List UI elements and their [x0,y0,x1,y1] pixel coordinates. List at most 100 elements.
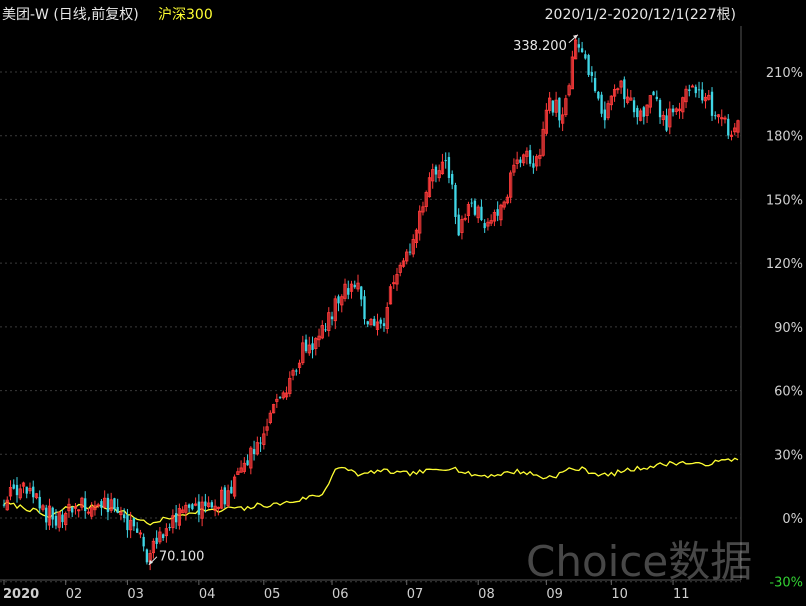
candle-body [291,370,295,376]
annotations: 338.200 70.100 [148,34,579,566]
candle-body [356,282,360,290]
candle-body [230,486,233,494]
candle-body [681,97,685,113]
max-arrow-head [572,34,578,39]
x-tick-label: 05 [264,587,281,602]
candle-body [658,99,662,118]
candle-body [116,507,119,513]
x-tick-label: 06 [332,587,349,602]
candle-body [265,426,269,431]
candle-body [652,91,655,96]
candle-body [210,502,214,508]
candle-body [694,86,697,94]
x-tick-label: 2020 [3,587,39,602]
candle-body [64,512,68,526]
candle-body [587,55,590,75]
y-axis-ticks: 210% 180% 150% 120% 90% 60% 30% 0% -30% [766,66,803,591]
candle-body [304,339,308,352]
candle-body [489,220,493,224]
candle-body [525,150,529,157]
candle-body [373,318,376,326]
candle-body [126,515,129,531]
benchmark-legend: 沪深300 [158,7,213,23]
candle-body [232,476,237,497]
candle-body [327,312,331,332]
candle-body [226,490,230,506]
candle-body [424,192,428,207]
candle-body [38,496,41,509]
candle-body [727,118,730,136]
candle-body [343,283,347,299]
candle-body [720,117,724,120]
candle-body [15,484,19,496]
candle-body [385,307,389,330]
candle-body [249,447,253,469]
candle-body [463,217,467,220]
candle-body [447,157,451,178]
candle-body [84,498,87,511]
candle-body [451,173,454,185]
candle-body [61,514,64,523]
candle-body [541,128,545,156]
candle-body [473,200,477,215]
candle-body [701,89,704,101]
x-tick-label: 03 [127,587,144,602]
candle-body [71,507,74,513]
candle-body [171,515,175,529]
grid-lines [0,71,741,583]
candle-body [398,264,402,273]
candle-body [723,117,727,120]
candle-body [379,319,382,324]
candle-body [411,239,415,255]
candle-body [34,493,39,499]
candle-body [297,362,302,368]
candle-body [184,504,188,513]
candle-body [544,109,548,134]
candle-body [57,511,61,528]
stock-title: 美团-W (日线,前复权) [2,6,139,23]
y-tick-label: 30% [774,448,803,463]
candle-body [392,282,396,285]
y-tick-label: 180% [766,130,803,145]
candle-body [138,532,143,535]
candle-body [671,108,675,113]
candle-body [431,169,435,182]
watermark: Choice数据 [526,537,752,586]
candle-body [427,177,432,198]
candle-body [440,161,445,175]
candle-body [181,509,185,514]
candle-body [499,204,503,221]
candle-body [268,412,272,424]
candle-body [67,503,71,512]
candle-body [18,488,22,499]
candle-body [538,154,542,159]
candle-body [21,482,26,487]
candle-body [554,99,558,113]
candle-body [661,114,665,121]
candle-body [96,504,100,507]
candle-body [573,39,578,60]
x-tick-label: 11 [673,587,690,602]
candle-body [161,534,165,539]
candle-body [638,110,643,121]
candle-body [155,537,158,544]
candle-body [509,172,513,198]
candle-body [191,504,194,510]
candle-body [314,338,318,349]
candle-body [216,506,220,509]
candle-body [414,229,419,243]
candle-body [688,89,691,91]
candle-body [492,212,497,222]
candle-body [733,127,737,133]
candle-body [28,487,32,492]
candle-body [612,88,617,97]
y-tick-label: 210% [766,66,803,81]
candle-body [311,343,314,350]
candle-body [648,95,652,108]
y-tick-label: 120% [766,257,803,272]
candle-body [271,404,276,414]
candle-body [200,501,204,519]
candle-body [106,497,110,513]
candle-body [129,519,133,531]
